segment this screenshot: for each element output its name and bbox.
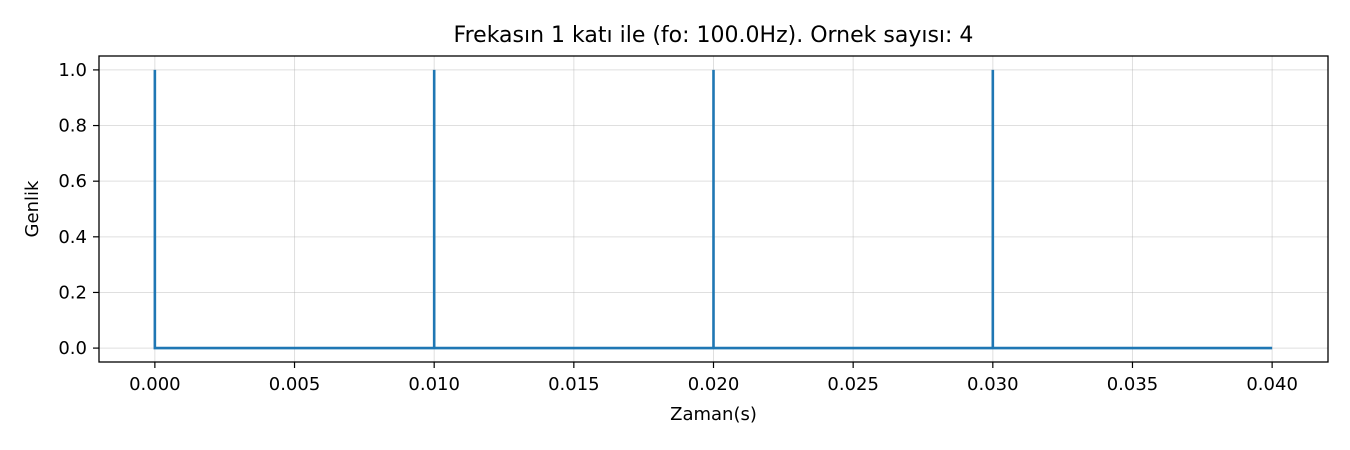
x-tick-label: 0.035 [1107,374,1159,395]
series-line [153,69,1273,350]
y-tick-label: 1.0 [58,60,87,81]
x-tick-label: 0.010 [408,374,460,395]
y-axis-label: Genlik [22,180,43,237]
chart-title: Frekasın 1 katı ile (fo: 100.0Hz). Ornek… [454,23,974,48]
x-tick-label: 0.030 [967,374,1019,395]
ticks-layer: 0.000 0.005 0.010 0.015 0.020 0.025 0.030 0.035… [58,60,1298,395]
x-tick-label: 0.040 [1246,374,1298,395]
x-tick-label: 0.000 [129,374,181,395]
y-tick-label: 0.2 [58,282,87,303]
y-tick-label: 0.6 [58,171,87,192]
y-tick-label: 0.4 [58,227,87,248]
x-tick-label: 0.005 [269,374,321,395]
x-tick-label: 0.015 [548,374,600,395]
x-tick-label: 0.025 [827,374,879,395]
x-axis-label: Zaman(s) [670,404,757,425]
y-tick-label: 0.8 [58,116,87,137]
x-tick-label: 0.020 [688,374,740,395]
series-layer [153,69,1273,350]
y-tick-label: 0.0 [58,338,87,359]
